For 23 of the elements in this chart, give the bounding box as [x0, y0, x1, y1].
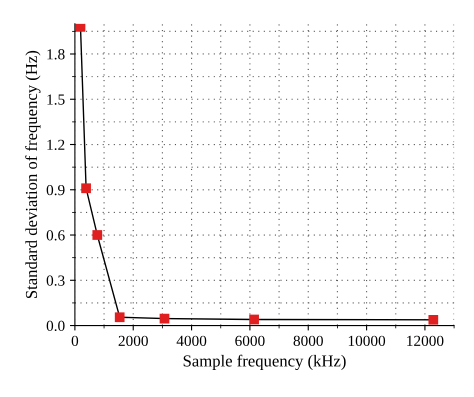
- x-tick-label: 0: [72, 336, 78, 346]
- x-tick-label: 6000: [235, 336, 265, 346]
- y-tick-label: 1.5: [47, 94, 65, 105]
- x-tick-label: 2000: [118, 336, 148, 346]
- y-tick-label: 0.3: [46, 275, 65, 286]
- point: [249, 314, 259, 324]
- point: [81, 183, 91, 194]
- y-tick-label: 0.6: [46, 230, 65, 241]
- x-tick-label: 12000: [407, 336, 444, 346]
- point: [92, 230, 102, 240]
- y-axis-title: Standard deviation of frequency (Hz): [25, 50, 41, 298]
- y-tick-label: 0.0: [46, 320, 65, 332]
- x-tick-label: 10000: [348, 336, 386, 346]
- x-tick-label: 8000: [294, 336, 323, 346]
- point: [428, 314, 438, 325]
- x-axis-title: Sample frequency (kHz): [184, 354, 346, 370]
- point: [160, 314, 170, 324]
- x-tick-label: 4000: [176, 336, 206, 346]
- point: [114, 312, 125, 322]
- y-tick-label: 0.9: [46, 184, 65, 196]
- point: [76, 24, 86, 32]
- y-tick-label: 1.8: [47, 49, 65, 60]
- y-tick-label: 1.2: [47, 140, 64, 150]
